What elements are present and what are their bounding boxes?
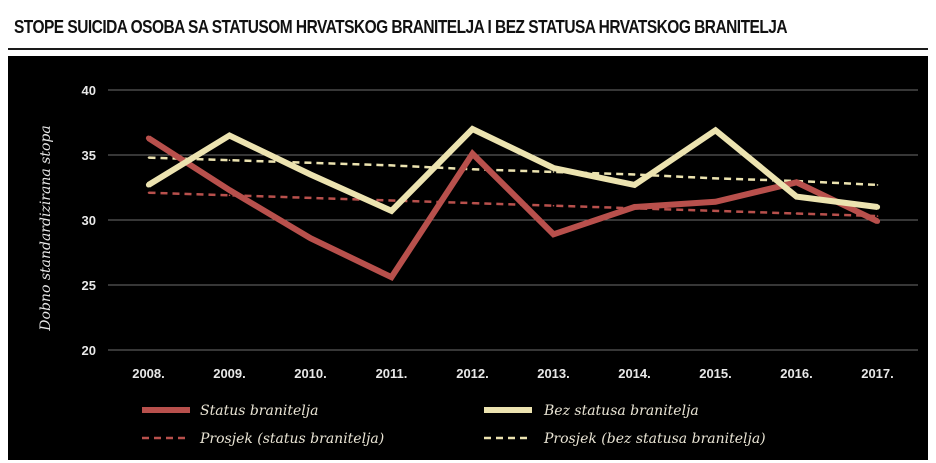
x-axis-ticks: 2008. 2009. 2010. 2011. 2012. 2013. 2014. 2015.…: [132, 366, 894, 381]
y-tick-label: 30: [82, 213, 96, 228]
data-point: [307, 235, 314, 241]
data-point: [228, 159, 231, 161]
data-point: [550, 165, 557, 171]
data-point: [793, 179, 800, 185]
x-tick-label: 2012.: [456, 366, 489, 381]
data-point: [712, 199, 719, 205]
y-axis-label: Dobno standardizirana stopa: [38, 125, 54, 331]
data-point: [390, 164, 393, 167]
title-rule: [8, 48, 928, 50]
data-point: [793, 194, 800, 200]
data-point: [552, 204, 555, 207]
data-point: [714, 177, 717, 180]
y-tick-label: 25: [82, 278, 96, 293]
data-point: [145, 135, 152, 141]
data-point: [471, 168, 474, 171]
y-tick-label: 40: [82, 83, 96, 98]
chart-title: STOPE SUICIDA OSOBA SA STATUSOM HRVATSKO…: [14, 17, 788, 37]
data-point: [795, 212, 798, 215]
data-point: [714, 210, 717, 212]
data-point: [228, 194, 231, 197]
x-tick-label: 2013.: [537, 366, 570, 381]
x-tick-label: 2015.: [699, 366, 732, 381]
series-line-3: [148, 156, 878, 187]
data-point: [147, 156, 150, 159]
series-line-2: [148, 191, 878, 218]
legend-label-status: Status branitelja: [200, 403, 318, 419]
legend-label-prosjek-status: Prosjek (status branitelja): [199, 431, 384, 447]
data-point: [226, 187, 233, 193]
x-tick-label: 2009.: [213, 366, 246, 381]
x-tick-label: 2011.: [376, 366, 408, 381]
grid-lines: [108, 89, 918, 351]
data-point: [471, 202, 474, 204]
data-point: [307, 171, 314, 178]
data-point: [633, 173, 636, 176]
legend-label-bez-statusa: Bez statusa branitelja: [543, 403, 699, 419]
series-line-0: [146, 135, 879, 282]
x-tick-label: 2014.: [618, 366, 651, 381]
data-point: [552, 171, 555, 173]
chart-panel: [8, 56, 928, 460]
data-point: [550, 231, 557, 237]
data-point: [469, 151, 476, 157]
title-bar: STOPE SUICIDA OSOBA SA STATUSOM HRVATSKO…: [8, 6, 928, 46]
y-axis-ticks: 20 25 30 35 40: [82, 83, 96, 358]
data-point: [874, 218, 881, 224]
y-tick-label: 20: [82, 343, 96, 358]
data-point: [712, 127, 719, 133]
legend: Status branitelja Bez statusa branitelja…: [142, 403, 766, 447]
x-tick-label: 2017.: [861, 366, 894, 381]
series-line-1: [146, 125, 878, 215]
x-tick-label: 2010.: [294, 366, 327, 381]
y-tick-label: 35: [82, 148, 96, 163]
data-point: [145, 182, 152, 188]
data-point: [147, 191, 150, 194]
data-point: [226, 132, 233, 139]
data-point: [309, 197, 312, 199]
series-lines: [145, 125, 881, 282]
data-point: [631, 204, 638, 210]
data-point: [309, 162, 312, 164]
data-point: [876, 184, 879, 186]
data-point: [388, 274, 395, 280]
data-point: [390, 199, 393, 202]
legend-label-prosjek-bez-statusa: Prosjek (bez statusa branitelja): [543, 431, 766, 447]
data-point: [631, 182, 638, 188]
data-point: [388, 208, 395, 214]
x-tick-label: 2016.: [780, 366, 813, 381]
data-point: [469, 126, 476, 132]
data-point: [876, 215, 879, 217]
x-tick-label: 2008.: [132, 366, 165, 381]
data-point: [874, 204, 881, 210]
